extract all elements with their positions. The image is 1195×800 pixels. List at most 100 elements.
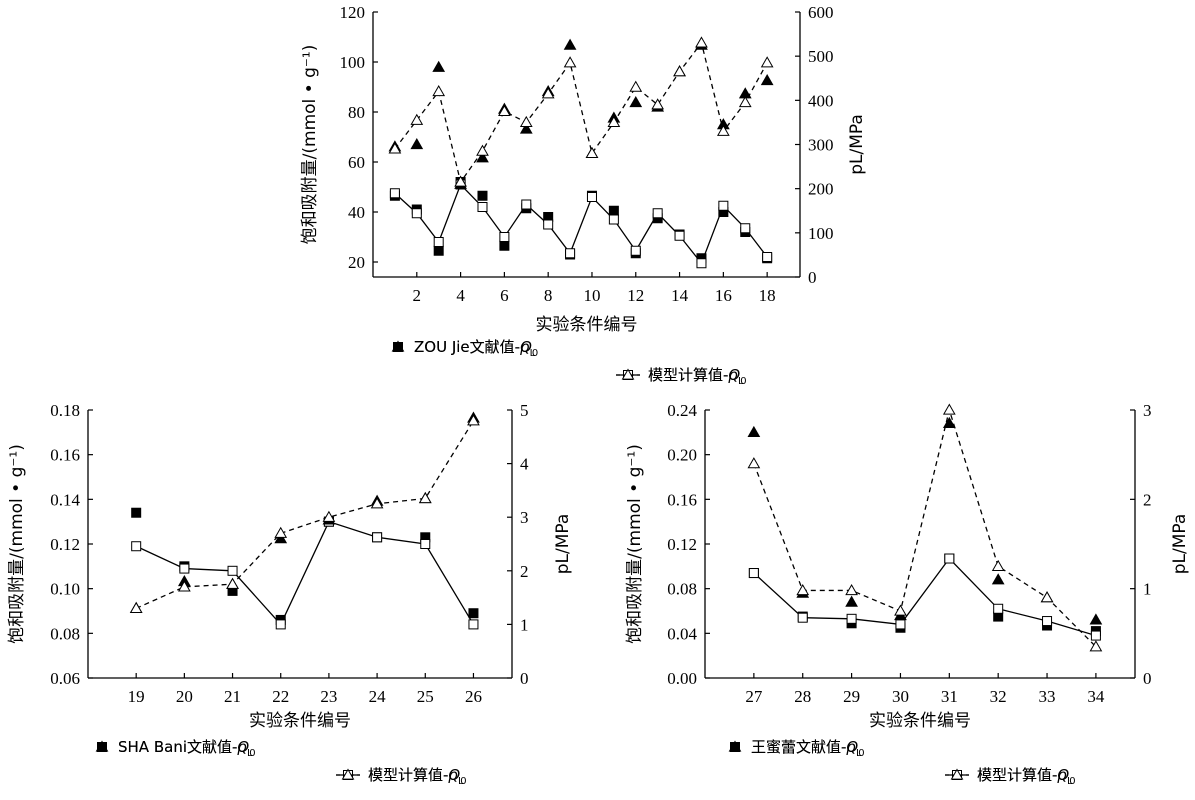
y-left-tick-label: 80 [348,103,365,122]
chart-bottom-right-wang-milei: 27 28 29 30 31 32 33 340.000.040.080.120.160.20… [625,401,1190,787]
legend-label: 模型计算值-pL [977,766,1073,787]
y-left-tick-label: 0.08 [50,624,80,643]
data-point [586,192,597,202]
legend-label: SHA Bani文献值-Q0 [118,738,256,759]
x-tick-label: 26 [465,687,482,706]
data-point [178,580,191,592]
y-left-tick-label: 0.12 [667,535,697,554]
y-right-tick-label: 2 [520,562,529,581]
data-point [563,38,577,50]
data-point [468,608,479,619]
y-left-tick-label: 0.06 [50,669,80,688]
x-tick-label: 29 [843,687,860,706]
legend-marker-swatch [341,768,355,780]
y-right-tick-label: 100 [808,224,834,243]
x-axis-title: 实验条件编号 [249,711,351,731]
data-point [1042,616,1053,627]
legend-label: 王蜜蕾文献值-pL [751,738,862,759]
data-point [541,87,555,99]
data-point [797,612,808,623]
y-right-tick-label: 0 [1143,669,1152,688]
series-line [753,557,1097,637]
x-tick-label: 22 [272,687,289,706]
data-point [696,258,707,269]
data-point [651,98,665,110]
legend-label: 模型计算值-pL [648,366,744,387]
data-point [410,137,424,150]
y-left-tick-label: 0.12 [50,535,80,554]
data-point [433,245,444,256]
x-tick-label: 12 [627,286,644,305]
y-left-axis-title: 饱和吸附量/(mmol • g⁻¹) [7,444,27,644]
x-tick-label: 16 [715,286,732,305]
y-right-axis-title: pL/MPa [847,114,867,175]
y-left-tick-label: 0.18 [50,401,80,420]
data-point [607,115,621,128]
data-point [796,583,810,596]
data-point [476,151,489,163]
y-left-tick-label: 0.00 [667,669,697,688]
data-point [420,539,431,549]
data-point [433,237,444,247]
y-left-tick-label: 20 [348,253,365,272]
y-left-tick-label: 0.10 [50,580,80,599]
data-point [608,214,619,225]
data-point [388,142,402,154]
y-right-tick-label: 4 [520,455,529,474]
data-point [131,507,142,518]
x-tick-label: 33 [1039,687,1056,706]
data-point [748,568,759,579]
y-right-tick-label: 3 [520,508,529,527]
data-point [895,619,906,630]
y-right-axis-title: pL/MPa [553,514,573,575]
data-point [432,60,446,72]
data-point [275,619,286,630]
data-point [565,248,576,259]
data-point [629,96,643,108]
x-tick-label: 2 [413,286,422,305]
y-right-tick-label: 1 [520,615,529,634]
data-point [760,56,774,68]
legend-label: 模型计算值-Q0 [368,766,467,787]
y-right-tick-label: 500 [808,47,834,66]
data-point [322,510,336,522]
legend-marker-swatch [391,340,405,352]
data-point [129,601,143,613]
x-tick-label: 21 [224,687,241,706]
data-point [608,205,619,216]
data-point [585,146,599,158]
y-right-tick-label: 0 [808,268,817,287]
x-tick-label: 30 [892,687,909,706]
data-point [499,232,510,242]
data-point [274,526,288,538]
data-point [652,208,663,219]
chart-top-zou-jie: 2 4 6 8 10 12 14 16 18 20 40 60 80 100 120 0 100 200 300 40… [300,3,867,387]
y-right-tick-label: 300 [808,136,834,155]
data-point [477,190,488,201]
y-left-axis-title: 饱和吸附量/(mmol • g⁻¹) [625,444,645,644]
y-left-tick-label: 0.24 [667,401,697,420]
data-point [372,532,383,543]
x-tick-label: 14 [671,286,689,305]
data-point [454,175,467,187]
data-point [1040,591,1054,603]
legend-marker-swatch [950,768,964,780]
data-point [845,583,858,596]
data-point [521,199,532,210]
x-tick-label: 10 [583,286,600,305]
y-left-tick-label: 40 [348,203,365,222]
y-right-tick-label: 0 [520,669,529,688]
x-tick-label: 28 [794,687,811,706]
data-point [519,115,533,128]
data-point [370,497,384,509]
data-point [468,619,479,630]
y-left-tick-label: 0.16 [667,490,697,509]
data-point [227,565,238,576]
data-point [944,553,955,564]
y-right-tick-label: 3 [1143,401,1152,420]
x-tick-label: 27 [745,687,763,706]
data-point [674,230,685,241]
y-right-tick-label: 400 [808,91,834,110]
data-point [747,457,761,469]
